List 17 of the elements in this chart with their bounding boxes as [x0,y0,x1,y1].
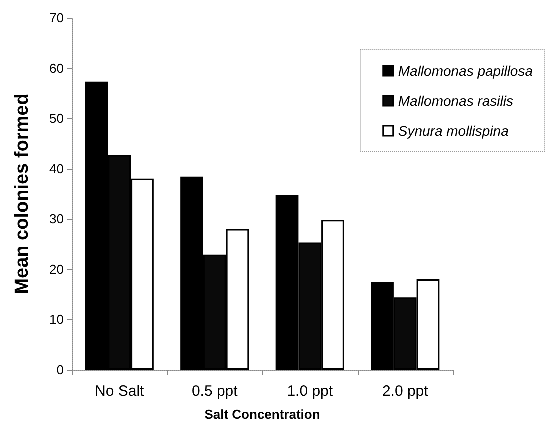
x-tick-label: 2.0 ppt [382,383,430,400]
legend-label: Synura mollispina [398,123,510,139]
x-axis-title: Salt Concentration [204,407,320,422]
y-tick-label: 10 [50,312,64,328]
y-tick-label: 50 [50,111,64,126]
x-tick-label: 1.0 ppt [287,383,334,400]
y-tick-label: 30 [50,212,64,227]
x-tick-label: No Salt [95,383,146,400]
y-tick-label: 20 [50,262,64,277]
y-tick-label: 40 [50,161,64,176]
y-axis-title: Mean colonies formed [12,94,33,294]
y-tick-label: 70 [50,10,64,26]
legend-label: Mallomonas papillosa [398,63,534,79]
y-tick-label: 60 [50,60,64,76]
legend-label: Mallomonas rasilis [398,93,514,109]
y-tick-label: 0 [56,362,64,378]
x-tick-label: 0.5 ppt [192,383,239,400]
